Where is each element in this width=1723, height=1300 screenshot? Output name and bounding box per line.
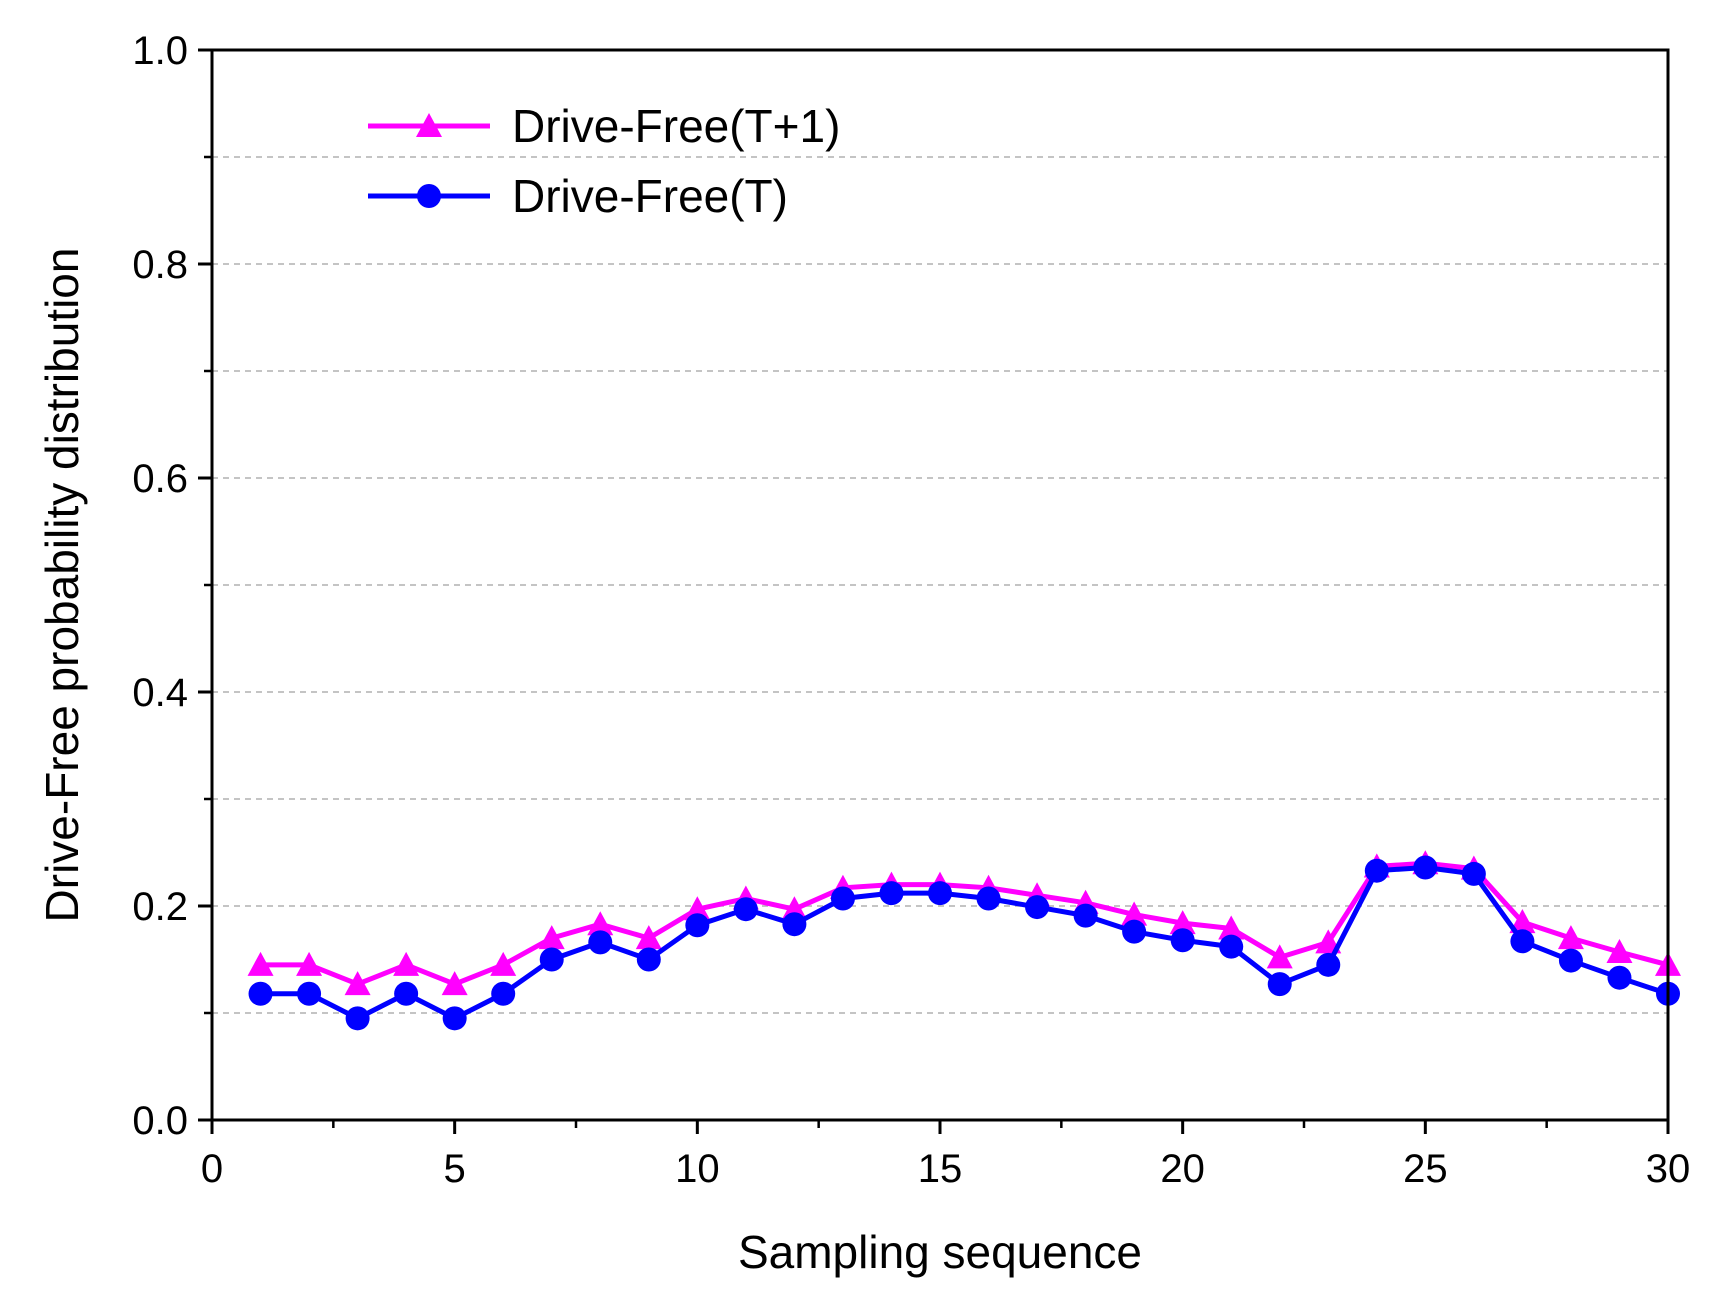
legend-entry: Drive-Free(T+1) bbox=[368, 100, 840, 152]
x-tick-label: 25 bbox=[1403, 1147, 1448, 1191]
series-line bbox=[260, 864, 1669, 1021]
legend-label: Drive-Free(T) bbox=[512, 170, 788, 222]
data-point bbox=[1218, 915, 1245, 940]
data-point bbox=[1510, 929, 1535, 954]
data-point bbox=[1413, 855, 1438, 880]
data-point bbox=[1364, 858, 1389, 883]
grid-lines bbox=[212, 156, 1668, 1014]
data-point bbox=[830, 886, 855, 911]
data-point bbox=[538, 925, 565, 950]
series-line bbox=[260, 860, 1669, 987]
data-point bbox=[1170, 928, 1195, 953]
data-point bbox=[588, 930, 613, 955]
y-tick-label: 0.2 bbox=[132, 885, 188, 929]
legend-marker bbox=[416, 113, 442, 138]
data-point bbox=[1121, 901, 1148, 926]
y-tick-label: 0.6 bbox=[132, 457, 188, 501]
data-point bbox=[1461, 861, 1486, 886]
data-point bbox=[394, 981, 419, 1006]
data-point bbox=[1558, 948, 1583, 973]
data-point bbox=[1169, 910, 1196, 935]
data-point bbox=[345, 1006, 370, 1031]
legend-entry: Drive-Free(T) bbox=[368, 170, 788, 222]
data-point bbox=[247, 951, 274, 976]
data-point bbox=[296, 951, 323, 976]
y-tick-label: 0.0 bbox=[132, 1099, 188, 1143]
data-point bbox=[635, 925, 662, 950]
data-point bbox=[1122, 919, 1147, 944]
series-drive-free-t bbox=[248, 855, 1680, 1031]
data-point bbox=[442, 1006, 467, 1031]
x-tick-label: 0 bbox=[201, 1147, 223, 1191]
x-tick-label: 15 bbox=[918, 1147, 963, 1191]
data-point bbox=[491, 981, 516, 1006]
x-tick-label: 5 bbox=[444, 1147, 466, 1191]
series-layer bbox=[247, 850, 1681, 1031]
data-point bbox=[636, 947, 661, 972]
data-point bbox=[1509, 909, 1536, 934]
data-point bbox=[684, 896, 711, 921]
data-point bbox=[344, 971, 371, 996]
y-tick-label: 0.4 bbox=[132, 671, 188, 715]
data-point bbox=[539, 947, 564, 972]
data-point bbox=[1557, 925, 1584, 950]
data-point bbox=[1267, 972, 1292, 997]
legend: Drive-Free(T+1) Drive-Free(T) bbox=[368, 100, 840, 222]
data-point bbox=[976, 886, 1001, 911]
data-point bbox=[248, 981, 273, 1006]
data-point bbox=[928, 881, 952, 906]
data-point bbox=[782, 912, 807, 937]
x-tick-label: 20 bbox=[1160, 1147, 1205, 1191]
data-point bbox=[1607, 965, 1632, 990]
data-point bbox=[441, 971, 468, 996]
data-point bbox=[1316, 952, 1341, 977]
x-tick-label: 10 bbox=[675, 1147, 720, 1191]
y-tick-label: 1.0 bbox=[132, 29, 188, 73]
data-point bbox=[1266, 944, 1293, 969]
x-tick-label: 30 bbox=[1646, 1147, 1691, 1191]
data-point bbox=[297, 981, 322, 1006]
y-axis-title: Drive-Free probability distribution bbox=[36, 248, 88, 923]
data-point bbox=[1073, 903, 1098, 928]
x-axis-title: Sampling sequence bbox=[738, 1226, 1142, 1278]
data-point bbox=[1219, 934, 1244, 959]
y-tick-label: 0.8 bbox=[132, 243, 188, 287]
data-point bbox=[1025, 895, 1050, 920]
data-point bbox=[587, 911, 614, 936]
data-point bbox=[393, 951, 420, 976]
data-point bbox=[879, 881, 904, 906]
data-point bbox=[1606, 939, 1633, 964]
data-point bbox=[685, 913, 710, 938]
data-point bbox=[733, 897, 758, 922]
axis-ticks: 0.0 0.2 0.4 0.6 0.8 1.0 0 5 10 15 20 25 30 bbox=[132, 29, 1690, 1191]
legend-marker bbox=[417, 184, 441, 208]
legend-label: Drive-Free(T+1) bbox=[512, 100, 840, 152]
data-point bbox=[490, 951, 517, 976]
